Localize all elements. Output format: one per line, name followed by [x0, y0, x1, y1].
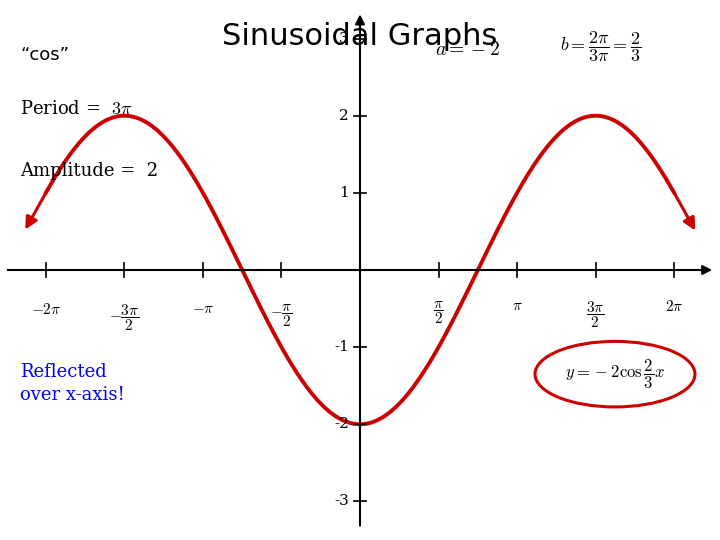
Text: -1: -1	[334, 340, 349, 354]
Text: 1: 1	[339, 186, 349, 200]
Text: Period =  $3\pi$: Period = $3\pi$	[20, 100, 133, 118]
Text: $\dfrac{\pi}{2}$: $\dfrac{\pi}{2}$	[433, 299, 444, 326]
Text: -2: -2	[334, 417, 349, 431]
Text: $y = -2\cos\dfrac{2}{3}x$: $y = -2\cos\dfrac{2}{3}x$	[565, 357, 665, 391]
Text: Amplitude =  2: Amplitude = 2	[20, 162, 158, 180]
Text: $a = -2$: $a = -2$	[435, 41, 500, 59]
Text: “cos”: “cos”	[20, 46, 69, 64]
Text: $-2\pi$: $-2\pi$	[31, 302, 61, 318]
Text: $-\dfrac{3\pi}{2}$: $-\dfrac{3\pi}{2}$	[109, 302, 140, 333]
Text: $-\dfrac{\pi}{2}$: $-\dfrac{\pi}{2}$	[270, 302, 293, 329]
Text: 2: 2	[339, 109, 349, 123]
Text: $-\pi$: $-\pi$	[192, 302, 215, 316]
Text: 3: 3	[339, 31, 349, 45]
Text: $\pi$: $\pi$	[512, 299, 523, 313]
Text: -3: -3	[334, 495, 349, 509]
Text: Sinusoidal Graphs: Sinusoidal Graphs	[222, 22, 498, 51]
Text: $\dfrac{3\pi}{2}$: $\dfrac{3\pi}{2}$	[586, 299, 605, 330]
Text: Reflected
over x-axis!: Reflected over x-axis!	[20, 362, 125, 404]
Text: $b = \dfrac{2\pi}{3\pi} = \dfrac{2}{3}$: $b = \dfrac{2\pi}{3\pi} = \dfrac{2}{3}$	[560, 29, 641, 63]
Text: $2\pi$: $2\pi$	[665, 299, 683, 314]
